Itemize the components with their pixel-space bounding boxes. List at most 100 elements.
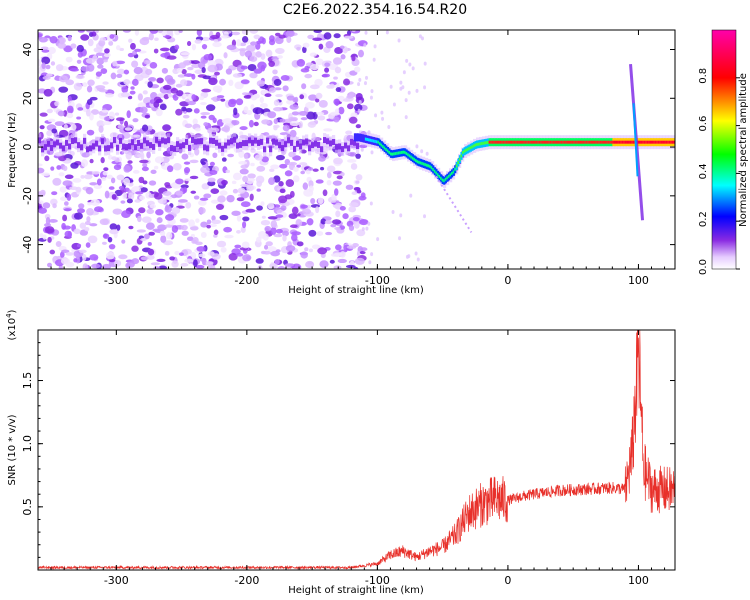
- spectrogram-cell: [268, 177, 276, 186]
- spectrogram-cell: [100, 157, 105, 164]
- spectrogram-cell: [246, 180, 255, 185]
- spectrogram-cell: [322, 73, 331, 78]
- spectrogram-cell: [223, 52, 228, 59]
- spectrogram-cell: [227, 99, 237, 108]
- spectrogram-cell: [325, 41, 334, 49]
- snr-y-tick-label: 1.5: [21, 372, 34, 390]
- spectrogram-cell: [332, 57, 343, 65]
- spectrogram-y-tick-label: 40: [21, 43, 34, 57]
- spectrogram-cell: [89, 254, 99, 261]
- spectrogram-cell: [185, 107, 193, 113]
- spectrogram-cell: [285, 30, 295, 38]
- spectrogram-cell: [191, 137, 195, 144]
- spectrogram-cell: [219, 190, 228, 196]
- spectrogram-cell: [114, 112, 120, 116]
- spectrogram-cell: [139, 106, 148, 114]
- spectrogram-cell: [261, 119, 271, 125]
- spectrogram-cell: [68, 143, 72, 150]
- spectrogram-cell: [291, 233, 298, 242]
- spectrogram-cell: [125, 144, 129, 151]
- spectrogram-cell: [582, 140, 585, 144]
- spectrogram-cell: [405, 151, 408, 155]
- spectrogram-cell: [91, 170, 100, 175]
- spectrogram-cell: [587, 140, 590, 144]
- spectrogram-cell: [212, 85, 223, 93]
- spectrogram-cell: [289, 129, 297, 138]
- spectrogram-cell: [225, 68, 233, 75]
- spectrogram-cell: [163, 94, 170, 100]
- spectrogram-cell: [60, 251, 65, 258]
- spectrogram-cell: [461, 150, 465, 154]
- spectrogram-cell: [209, 137, 213, 144]
- spectrogram-cell: [354, 103, 363, 112]
- spectrogram-cell: [325, 231, 333, 236]
- spectrogram-cell: [296, 46, 301, 51]
- spectrogram-cell: [206, 224, 211, 229]
- spectrogram-cell: [164, 138, 168, 145]
- spectrogram-cell: [195, 218, 200, 223]
- spectrogram-cell: [76, 59, 82, 64]
- spectrogram-cell: [280, 74, 290, 81]
- spectrogram-cell: [318, 99, 328, 108]
- spectrogram-cell: [366, 137, 369, 141]
- spectrogram-cell: [104, 145, 108, 152]
- spectrogram-cell: [369, 95, 373, 100]
- spectrogram-cell: [85, 109, 91, 117]
- spectrogram-x-tick-label: -100: [365, 274, 390, 287]
- spectrogram-cell: [216, 240, 227, 248]
- spectrogram-cell: [377, 140, 380, 144]
- spectrogram-cell: [155, 108, 163, 117]
- spectrogram-cell: [286, 95, 295, 101]
- spectrogram-cell: [134, 144, 138, 151]
- spectrogram-cell: [223, 31, 229, 38]
- colorbar-label: Normalized spectral amplitude: [738, 73, 749, 227]
- spectrogram-cell: [137, 139, 141, 146]
- spectrogram-cell: [447, 174, 451, 178]
- spectrogram-cell: [306, 218, 314, 226]
- spectrogram-cell: [342, 78, 351, 86]
- spectrogram-cell: [191, 43, 197, 51]
- spectrogram-cell: [192, 237, 199, 244]
- spectrogram-cell: [207, 64, 218, 73]
- spectrogram-cell: [560, 140, 563, 144]
- spectrogram-cell: [257, 61, 267, 70]
- spectrogram-cell: [195, 264, 205, 269]
- spectrogram-cell: [521, 140, 524, 144]
- spectrogram-cell: [265, 49, 273, 58]
- spectrogram-cell: [585, 140, 588, 144]
- spectrogram-cell: [184, 123, 193, 129]
- spectrogram-cell: [242, 175, 249, 183]
- spectrogram-cell: [189, 226, 199, 231]
- spectrogram-cell: [141, 166, 149, 172]
- spectrogram-cell: [162, 191, 172, 196]
- spectrogram-cell: [320, 218, 327, 225]
- spectrogram-cell: [38, 200, 44, 205]
- spectrogram-cell: [175, 190, 183, 196]
- spectrogram-cell: [629, 140, 632, 144]
- spectrogram-cell: [250, 162, 255, 167]
- spectrogram-cell: [410, 155, 413, 159]
- spectrogram-cell: [451, 171, 454, 175]
- spectrogram-cell: [275, 228, 283, 234]
- spectrogram-cell: [345, 264, 356, 269]
- spectrogram-cell: [50, 166, 55, 171]
- spectrogram-cell: [340, 54, 346, 60]
- spectrogram-cell: [275, 139, 279, 146]
- spectrogram-cell: [273, 118, 279, 125]
- spectrogram-cell: [166, 78, 176, 85]
- spectrogram-cell: [275, 214, 284, 218]
- spectrogram-cell: [51, 191, 58, 196]
- spectrogram-cell: [334, 188, 339, 196]
- spectrogram-cell: [374, 139, 377, 143]
- spectrogram-cell: [203, 53, 213, 61]
- spectrogram-cell: [360, 192, 366, 198]
- spectrogram-cell: [156, 258, 166, 262]
- spectrogram-cell: [376, 237, 380, 242]
- spectrogram-cell: [348, 116, 358, 124]
- spectrogram-cell: [149, 62, 158, 69]
- spectrogram-cell: [408, 154, 411, 158]
- spectrogram-cell: [612, 140, 615, 144]
- spectrogram-cell: [358, 77, 362, 82]
- spectrogram-cell: [338, 143, 342, 150]
- spectrogram-cell: [148, 231, 155, 236]
